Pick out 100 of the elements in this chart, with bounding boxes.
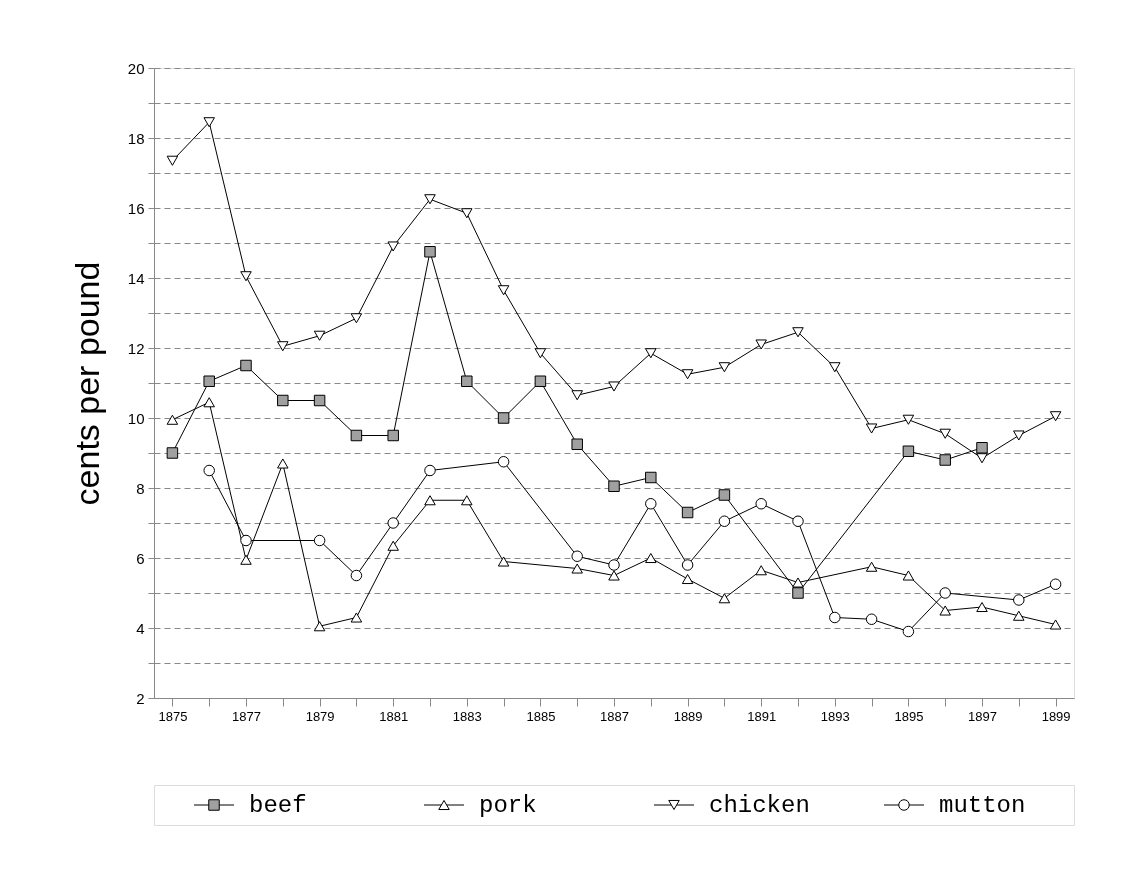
point (608, 570, 620, 581)
y-tick-label: 8 (136, 479, 145, 497)
point (277, 458, 289, 469)
point (571, 550, 583, 562)
point (497, 556, 510, 567)
point (902, 414, 915, 425)
point (240, 534, 252, 547)
y-tick-label: 14 (127, 269, 145, 287)
y-tick-label: 10 (127, 409, 145, 427)
point (718, 593, 731, 604)
point (534, 348, 547, 359)
legend-label: pork (479, 792, 537, 819)
point (166, 155, 179, 166)
point (718, 515, 731, 527)
point (240, 271, 252, 282)
point (313, 534, 326, 547)
y-tick-label: 4 (136, 619, 145, 637)
point (608, 559, 620, 571)
point (534, 375, 547, 387)
point (939, 605, 951, 616)
point (424, 194, 436, 205)
y-tick-label: 20 (127, 59, 145, 77)
point (203, 117, 215, 128)
point (829, 362, 841, 373)
point (608, 480, 620, 492)
point (755, 498, 767, 510)
point (976, 601, 988, 613)
y-axis-title: cents per pound (67, 261, 106, 506)
point (166, 447, 179, 459)
point (681, 369, 694, 380)
point (718, 362, 731, 373)
point (424, 495, 436, 506)
point (681, 573, 694, 585)
point (203, 464, 215, 477)
point (865, 613, 878, 625)
point (350, 569, 363, 582)
point (497, 285, 510, 296)
point (497, 456, 510, 468)
x-tick-label: 1883 (452, 708, 482, 724)
legend-label: mutton (939, 792, 1026, 819)
point (755, 565, 767, 576)
point (240, 554, 252, 565)
point (681, 506, 694, 519)
point (645, 498, 657, 510)
point (939, 587, 951, 599)
point (313, 621, 326, 632)
legend-label: chicken (709, 792, 810, 819)
point (902, 445, 915, 457)
point (277, 394, 289, 407)
point (571, 390, 583, 401)
x-tick-label: 1877 (232, 708, 261, 724)
x-tick-label: 1891 (747, 708, 777, 724)
x-tick-label: 1885 (526, 708, 556, 724)
y-tick-label: 2 (136, 689, 145, 707)
x-tick-label: 1893 (820, 708, 850, 724)
point (350, 612, 363, 623)
point (755, 339, 767, 350)
point (829, 611, 841, 624)
point (1013, 610, 1025, 621)
point (277, 341, 289, 352)
point (387, 429, 399, 442)
point (1013, 594, 1025, 606)
point (681, 559, 694, 571)
legend-label: beef (249, 792, 307, 819)
point (645, 471, 657, 484)
point (203, 397, 215, 408)
point (976, 453, 988, 464)
point (461, 495, 473, 506)
point (387, 540, 399, 551)
point (865, 561, 878, 572)
point (792, 577, 804, 588)
point (1049, 578, 1062, 590)
point (865, 423, 878, 434)
y-tick-label: 18 (127, 129, 145, 147)
y-tick-label: 16 (127, 199, 145, 217)
point (571, 438, 583, 450)
y-tick-label: 12 (127, 339, 145, 357)
point (976, 442, 988, 454)
point (350, 313, 363, 324)
x-tick-label: 1875 (158, 708, 188, 724)
point (203, 375, 215, 387)
point (939, 454, 951, 466)
point (387, 241, 399, 252)
point (792, 327, 804, 338)
point (608, 381, 620, 392)
x-tick-label: 1889 (673, 708, 703, 724)
x-tick-label: 1887 (600, 708, 629, 724)
x-tick-label: 1895 (894, 708, 924, 724)
point (424, 464, 436, 477)
point (240, 359, 252, 372)
point (1049, 619, 1062, 630)
point (461, 375, 473, 387)
point (718, 489, 731, 501)
point (497, 412, 510, 424)
point (424, 246, 436, 258)
point (645, 348, 657, 359)
point (166, 414, 179, 425)
point (902, 570, 915, 581)
point (571, 563, 583, 574)
point (1013, 430, 1025, 441)
